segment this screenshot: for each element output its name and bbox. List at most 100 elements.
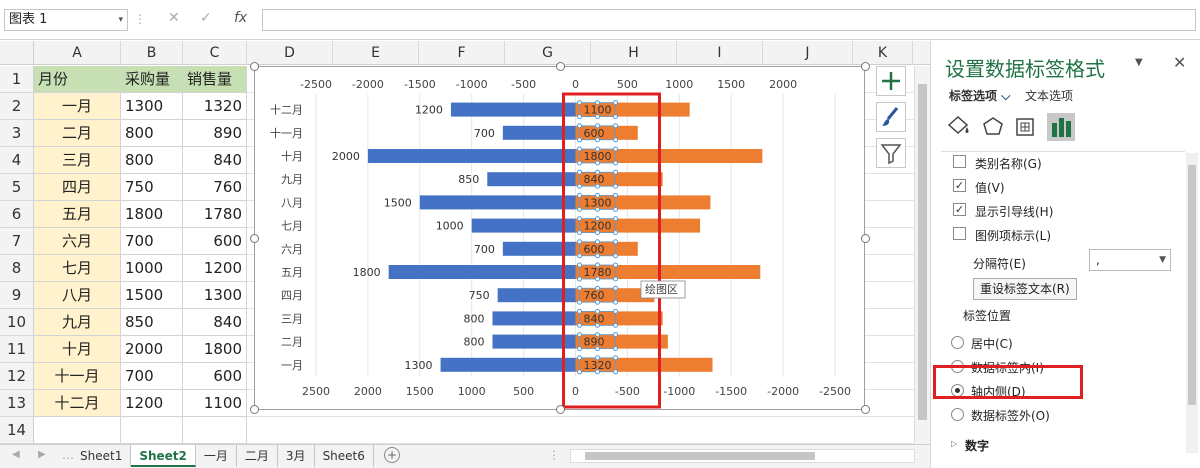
cell-month[interactable] bbox=[34, 417, 121, 444]
cell-purchase[interactable]: 2000 bbox=[121, 336, 183, 363]
cell-purchase[interactable]: 700 bbox=[121, 363, 183, 390]
enter-icon[interactable]: ✓ bbox=[200, 10, 212, 26]
row-header[interactable]: 7 bbox=[0, 228, 34, 255]
cell-purchase[interactable]: 1000 bbox=[121, 255, 183, 282]
cell-purchase[interactable]: 1800 bbox=[121, 201, 183, 228]
separator-select[interactable]: , ▼ bbox=[1089, 249, 1171, 271]
checkbox-legend-key[interactable] bbox=[953, 227, 966, 240]
cell-sales[interactable]: 1780 bbox=[183, 201, 247, 228]
row-header[interactable]: 3 bbox=[0, 120, 34, 147]
cell-purchase[interactable]: 800 bbox=[121, 147, 183, 174]
close-icon[interactable]: ✕ bbox=[1173, 53, 1187, 72]
prev-sheet-icon[interactable]: ◀ bbox=[12, 449, 20, 460]
fill-line-icon[interactable] bbox=[947, 115, 969, 135]
name-box[interactable]: 图表 1 ▾ bbox=[4, 9, 128, 31]
cell-month[interactable]: 十二月 bbox=[34, 390, 121, 417]
resize-handle[interactable] bbox=[250, 405, 259, 414]
column-header-c[interactable]: C bbox=[183, 41, 247, 65]
chevron-right-icon[interactable]: ▷ bbox=[951, 439, 958, 448]
cell-purchase[interactable]: 800 bbox=[121, 120, 183, 147]
scrollbar-thumb[interactable] bbox=[918, 84, 927, 420]
cell-sales[interactable]: 600 bbox=[183, 363, 247, 390]
pane-scrollbar[interactable] bbox=[1186, 153, 1198, 453]
row-header[interactable]: 4 bbox=[0, 147, 34, 174]
size-properties-icon[interactable] bbox=[1016, 118, 1034, 136]
sheet-tab[interactable]: Sheet1 bbox=[72, 445, 132, 467]
reset-label-text-button[interactable]: 重设标签文本(R) bbox=[973, 278, 1077, 300]
cell-month[interactable]: 七月 bbox=[34, 255, 121, 282]
cell-sales[interactable]: 1320 bbox=[183, 93, 247, 120]
cell-sales[interactable]: 840 bbox=[183, 147, 247, 174]
cell-purchase[interactable]: 采购量 bbox=[121, 66, 183, 93]
column-header-g[interactable]: G bbox=[505, 41, 591, 65]
cell-sales[interactable]: 890 bbox=[183, 120, 247, 147]
resize-handle[interactable] bbox=[861, 405, 870, 414]
cell-sales[interactable]: 1300 bbox=[183, 282, 247, 309]
formula-input[interactable] bbox=[262, 9, 1196, 31]
row-header[interactable]: 14 bbox=[0, 417, 34, 444]
scrollbar-thumb[interactable] bbox=[1188, 165, 1196, 405]
chevron-down-icon[interactable]: ▾ bbox=[118, 15, 123, 25]
cell-sales[interactable]: 840 bbox=[183, 309, 247, 336]
cell-month[interactable]: 八月 bbox=[34, 282, 121, 309]
cell-month[interactable]: 三月 bbox=[34, 147, 121, 174]
resize-handle[interactable] bbox=[556, 405, 565, 414]
cell-purchase[interactable]: 700 bbox=[121, 228, 183, 255]
column-header-j[interactable]: J bbox=[763, 41, 853, 65]
chart-elements-button[interactable] bbox=[876, 66, 906, 96]
effects-icon[interactable] bbox=[983, 117, 1003, 135]
horizontal-scrollbar[interactable] bbox=[570, 449, 915, 463]
select-all-corner[interactable] bbox=[0, 41, 34, 65]
cell-purchase[interactable]: 1300 bbox=[121, 93, 183, 120]
resize-handle[interactable] bbox=[861, 234, 870, 243]
resize-handle[interactable] bbox=[250, 234, 259, 243]
column-header-k[interactable]: K bbox=[853, 41, 913, 65]
next-sheet-icon[interactable]: ▶ bbox=[38, 449, 46, 460]
row-header[interactable]: 12 bbox=[0, 363, 34, 390]
cell-month[interactable]: 五月 bbox=[34, 201, 121, 228]
column-header-e[interactable]: E bbox=[333, 41, 419, 65]
cell-month[interactable]: 十月 bbox=[34, 336, 121, 363]
tab-label-options[interactable]: 标签选项 ⌵ bbox=[949, 87, 1010, 104]
cell-purchase[interactable]: 850 bbox=[121, 309, 183, 336]
cell-month[interactable]: 九月 bbox=[34, 309, 121, 336]
cell-sales[interactable]: 销售量 bbox=[183, 66, 247, 93]
column-header-d[interactable]: D bbox=[247, 41, 333, 65]
row-header[interactable]: 10 bbox=[0, 309, 34, 336]
scrollbar-thumb[interactable] bbox=[585, 452, 815, 460]
chart-styles-button[interactable] bbox=[876, 102, 906, 132]
vertical-scrollbar[interactable] bbox=[914, 66, 930, 444]
more-sheets-icon[interactable]: … bbox=[62, 448, 74, 462]
cell-sales[interactable]: 1800 bbox=[183, 336, 247, 363]
row-header[interactable]: 11 bbox=[0, 336, 34, 363]
column-header-h[interactable]: H bbox=[591, 41, 677, 65]
cell-month[interactable]: 月份 bbox=[34, 66, 121, 93]
cell-purchase[interactable] bbox=[121, 417, 183, 444]
resize-handle[interactable] bbox=[250, 62, 259, 71]
cell-sales[interactable] bbox=[183, 417, 247, 444]
column-header-b[interactable]: B bbox=[121, 41, 183, 65]
radio-outside-end[interactable] bbox=[951, 408, 964, 421]
number-section[interactable]: 数字 bbox=[965, 439, 990, 453]
pane-options-icon[interactable]: ▼ bbox=[1135, 57, 1143, 68]
sheet-tab[interactable]: Sheet2 bbox=[131, 445, 196, 467]
sheet-tab[interactable]: 3月 bbox=[278, 445, 315, 467]
resize-handle[interactable] bbox=[861, 62, 870, 71]
label-options-icon[interactable] bbox=[1047, 113, 1075, 141]
sheet-tab[interactable]: 一月 bbox=[196, 445, 237, 467]
cell-purchase[interactable]: 1200 bbox=[121, 390, 183, 417]
cell-purchase[interactable]: 750 bbox=[121, 174, 183, 201]
row-header[interactable]: 9 bbox=[0, 282, 34, 309]
column-header-i[interactable]: I bbox=[677, 41, 763, 65]
cell-month[interactable]: 四月 bbox=[34, 174, 121, 201]
cell-month[interactable]: 六月 bbox=[34, 228, 121, 255]
cell-sales[interactable]: 1200 bbox=[183, 255, 247, 282]
chart-filters-button[interactable] bbox=[876, 138, 906, 168]
cell-sales[interactable]: 1100 bbox=[183, 390, 247, 417]
cell-sales[interactable]: 760 bbox=[183, 174, 247, 201]
resize-handle[interactable] bbox=[556, 62, 565, 71]
checkbox-leader-lines[interactable]: ✓ bbox=[953, 203, 966, 216]
insert-function-icon[interactable]: fx bbox=[234, 10, 248, 26]
column-header-f[interactable]: F bbox=[419, 41, 505, 65]
row-header[interactable]: 6 bbox=[0, 201, 34, 228]
